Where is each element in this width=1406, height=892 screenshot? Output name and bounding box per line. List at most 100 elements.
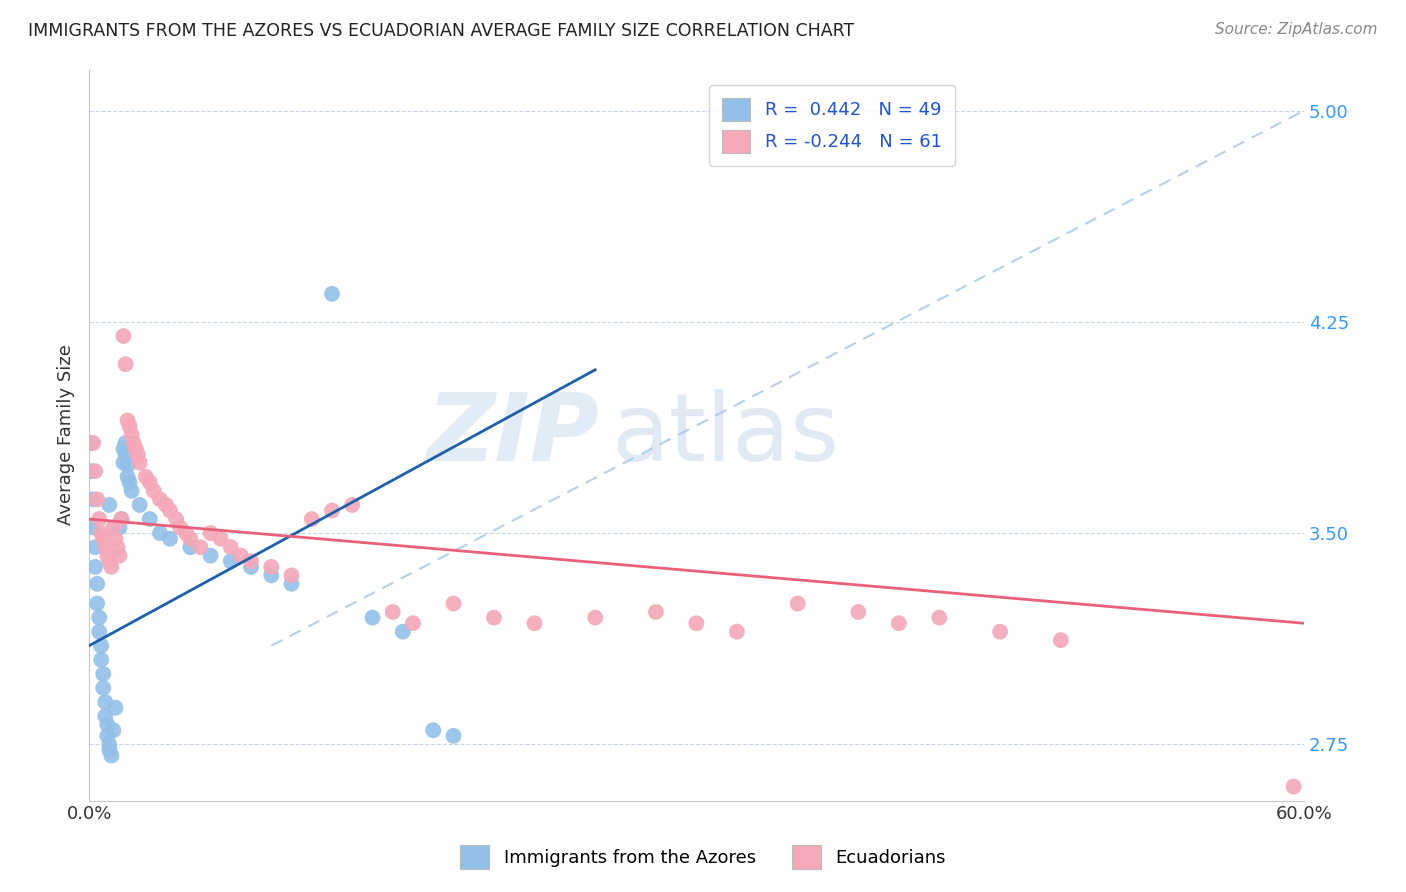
Point [846,605,869,619]
Point [127,447,149,461]
Point [89,610,111,624]
Text: IMMIGRANTS FROM THE AZORES VS ECUADORIAN AVERAGE FAMILY SIZE CORRELATION CHART: IMMIGRANTS FROM THE AZORES VS ECUADORIAN… [28,22,855,40]
Point [112,442,135,456]
Point [301,512,323,526]
Point [118,475,141,490]
Point [139,512,162,526]
Point [89,624,111,639]
Point [98,554,121,568]
Point [82,520,104,534]
Point [96,729,118,743]
Point [135,470,157,484]
Text: atlas: atlas [612,389,839,481]
Point [422,723,444,738]
Point [84,560,107,574]
Point [96,549,118,563]
Point [96,717,118,731]
Point [165,512,187,526]
Point [128,498,150,512]
Point [149,492,172,507]
Point [108,549,131,563]
Point [107,540,129,554]
Point [887,616,910,631]
Point [174,526,197,541]
Point [786,597,808,611]
Point [80,436,103,450]
Point [1049,633,1071,648]
Point [280,576,302,591]
Point [90,526,112,541]
Point [90,639,112,653]
Point [86,597,108,611]
Point [103,520,125,534]
Point [229,549,252,563]
Point [94,540,117,554]
Point [725,624,748,639]
Point [443,597,465,611]
Point [98,498,121,512]
Point [90,653,112,667]
Point [84,464,107,478]
Point [321,286,343,301]
Point [89,512,111,526]
Point [124,442,146,456]
Point [121,427,143,442]
Point [988,624,1011,639]
Point [443,729,465,743]
Point [361,610,384,624]
Point [112,329,135,343]
Point [117,470,139,484]
Point [114,357,136,371]
Point [260,568,283,582]
Point [321,503,343,517]
Y-axis label: Average Family Size: Average Family Size [58,344,75,525]
Point [128,456,150,470]
Point [100,748,122,763]
Point [142,483,165,498]
Point [91,532,114,546]
Point [392,624,415,639]
Point [169,520,191,534]
Point [190,540,212,554]
Point [139,475,162,490]
Point [117,458,139,473]
Point [179,532,201,546]
Point [209,532,232,546]
Point [260,560,283,574]
Point [342,498,364,512]
Point [108,520,131,534]
Point [179,540,201,554]
Point [155,498,177,512]
Point [200,549,222,563]
Point [200,526,222,541]
Point [104,532,127,546]
Point [82,436,104,450]
Point [112,456,135,470]
Point [117,413,139,427]
Point [122,436,145,450]
Point [91,667,114,681]
Text: Source: ZipAtlas.com: Source: ZipAtlas.com [1215,22,1378,37]
Point [94,695,117,709]
Point [928,610,950,624]
Point [103,723,125,738]
Point [114,447,136,461]
Point [402,616,425,631]
Point [104,700,127,714]
Point [80,464,103,478]
Legend: Immigrants from the Azores, Ecuadorians: Immigrants from the Azores, Ecuadorians [453,838,953,876]
Point [110,512,132,526]
Point [84,540,107,554]
Point [685,616,707,631]
Point [583,610,606,624]
Point [1282,780,1305,794]
Point [482,610,505,624]
Point [240,554,263,568]
Point [91,681,114,695]
Point [280,568,302,582]
Point [94,709,117,723]
Point [121,483,143,498]
Point [219,540,242,554]
Point [98,737,121,751]
Point [86,576,108,591]
